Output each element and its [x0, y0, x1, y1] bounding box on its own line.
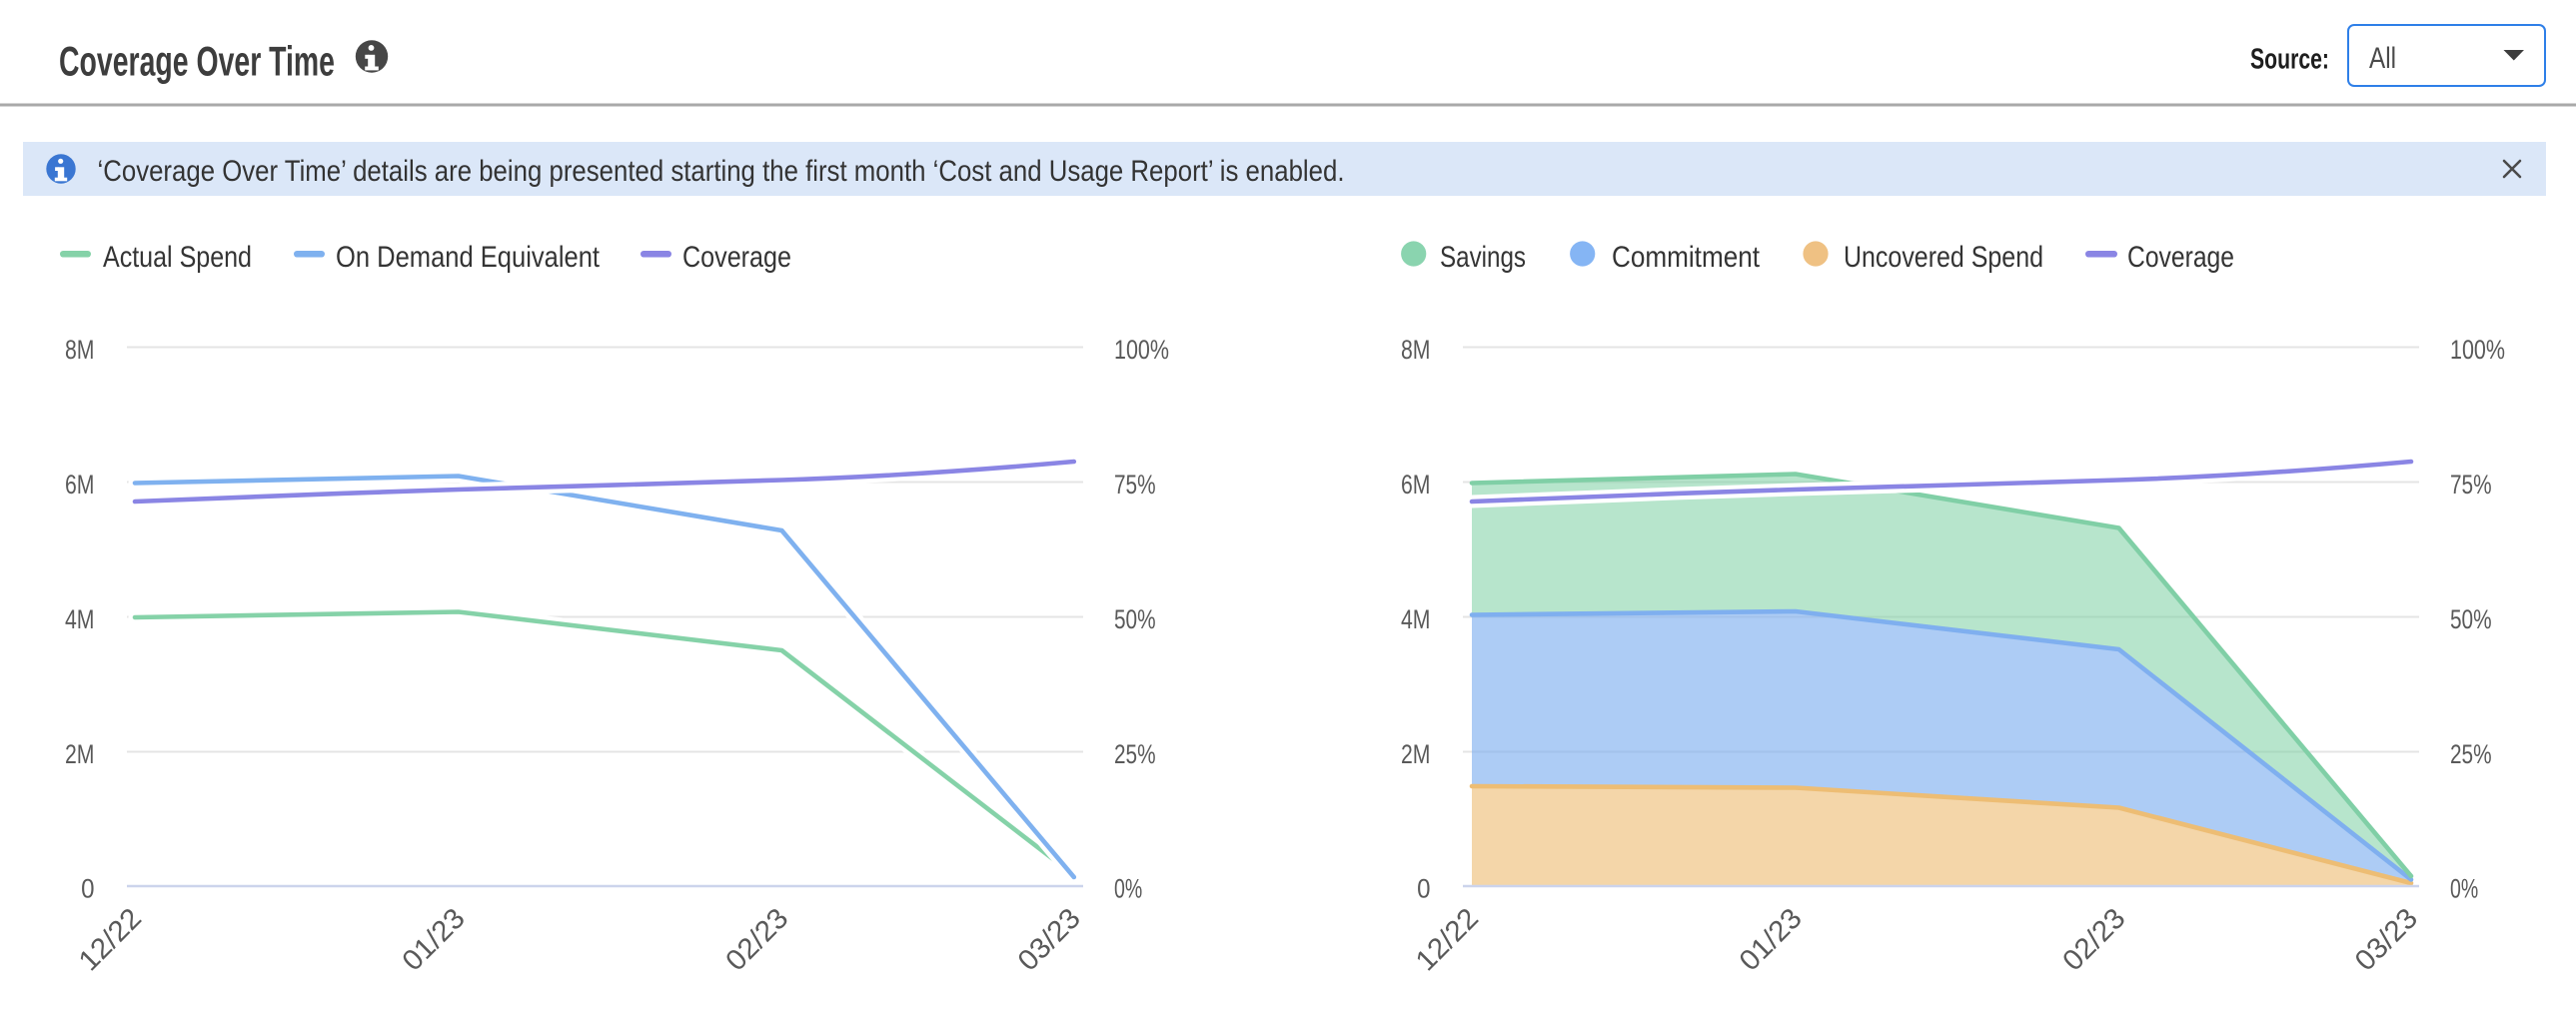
- svg-text:02/23: 02/23: [719, 902, 794, 977]
- svg-text:All: All: [2369, 42, 2396, 75]
- svg-text:6M: 6M: [1401, 470, 1431, 500]
- svg-text:0: 0: [1417, 874, 1430, 904]
- svg-text:Coverage: Coverage: [682, 241, 791, 274]
- svg-text:8M: 8M: [65, 335, 95, 365]
- svg-text:12/22: 12/22: [73, 902, 148, 977]
- svg-text:Commitment: Commitment: [1612, 241, 1760, 274]
- svg-text:6M: 6M: [65, 470, 95, 500]
- svg-text:0: 0: [81, 874, 94, 904]
- svg-text:25%: 25%: [1114, 739, 1156, 769]
- svg-text:0%: 0%: [1114, 874, 1142, 904]
- svg-text:50%: 50%: [1114, 604, 1156, 634]
- svg-text:0%: 0%: [2450, 874, 2478, 904]
- svg-text:02/23: 02/23: [2056, 902, 2131, 977]
- svg-text:01/23: 01/23: [397, 902, 472, 977]
- svg-text:75%: 75%: [2450, 470, 2492, 500]
- svg-text:2M: 2M: [1401, 739, 1431, 769]
- svg-text:On Demand Equivalent: On Demand Equivalent: [336, 241, 600, 274]
- svg-text:‘Coverage Over Time’ details a: ‘Coverage Over Time’ details are being p…: [98, 155, 1345, 188]
- svg-text:2M: 2M: [65, 739, 95, 769]
- svg-text:Uncovered Spend: Uncovered Spend: [1844, 241, 2043, 274]
- svg-text:4M: 4M: [1401, 604, 1431, 634]
- svg-text:Savings: Savings: [1440, 241, 1526, 274]
- svg-text:01/23: 01/23: [1734, 902, 1809, 977]
- svg-text:100%: 100%: [2450, 335, 2505, 365]
- svg-text:8M: 8M: [1401, 335, 1431, 365]
- svg-text:50%: 50%: [2450, 604, 2492, 634]
- svg-text:03/23: 03/23: [2349, 902, 2424, 977]
- svg-text:4M: 4M: [65, 604, 95, 634]
- svg-text:Coverage: Coverage: [2127, 241, 2234, 274]
- svg-text:Actual Spend: Actual Spend: [103, 241, 252, 274]
- svg-text:Coverage Over Time: Coverage Over Time: [59, 38, 335, 85]
- svg-text:Source:: Source:: [2250, 44, 2329, 76]
- svg-text:75%: 75%: [1114, 470, 1156, 500]
- svg-text:12/22: 12/22: [1410, 902, 1485, 977]
- svg-text:100%: 100%: [1114, 335, 1169, 365]
- svg-text:25%: 25%: [2450, 739, 2492, 769]
- svg-text:03/23: 03/23: [1012, 902, 1087, 977]
